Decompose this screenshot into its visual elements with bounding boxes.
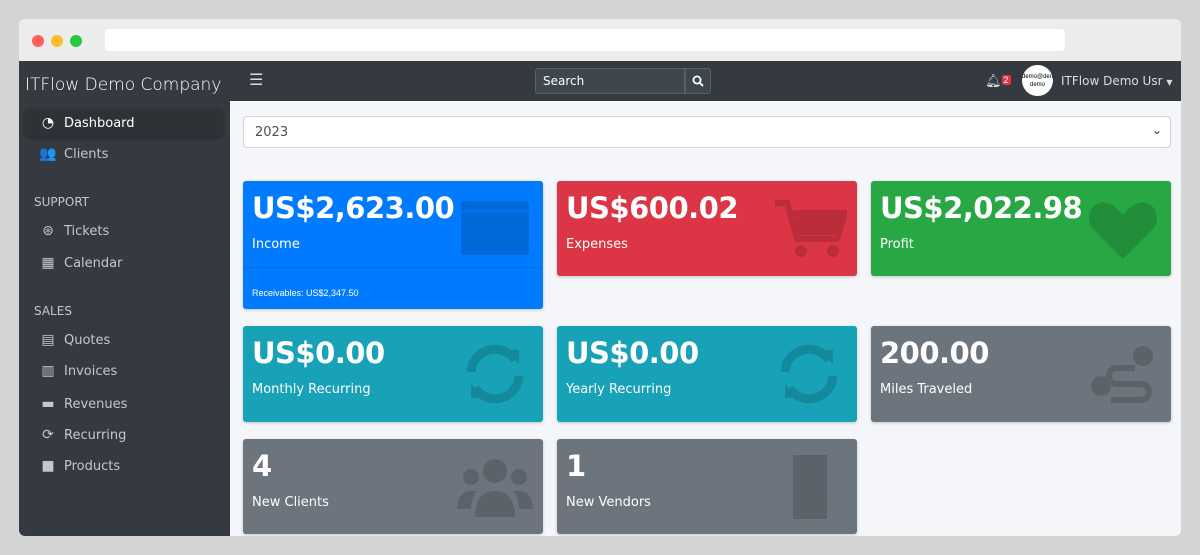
year-select[interactable]: 2023 ⌄ — [243, 116, 1171, 148]
stat-value: US$2,623.00 — [252, 191, 455, 225]
sync-icon — [466, 344, 524, 404]
hamburger-menu-icon[interactable]: ☰ — [249, 72, 264, 89]
sidebar-item-label: Quotes — [64, 332, 111, 348]
stat-card-new-clients[interactable]: 4 New Clients — [243, 439, 543, 534]
stat-label: Profit — [880, 237, 914, 252]
user-name: ITFlow Demo Usr — [1061, 74, 1163, 88]
stat-value: US$0.00 — [252, 336, 385, 370]
invoice-icon: ▥ — [41, 363, 55, 379]
notification-badge: 2 — [1001, 75, 1011, 85]
browser-window: ITFlow Demo Company ◔ Dashboard 👥 Clients … — [19, 19, 1181, 536]
stat-label: Expenses — [566, 237, 628, 252]
sidebar-item-label: Invoices — [64, 363, 118, 379]
minimize-dot[interactable] — [51, 35, 63, 47]
sidebar-item-label: Dashboard — [64, 115, 135, 131]
sidebar-item-invoices[interactable]: ▥ Invoices — [25, 357, 223, 385]
stat-label: New Vendors — [566, 495, 651, 510]
heart-icon — [1088, 202, 1158, 259]
sync-icon: ⟳ — [42, 427, 54, 443]
sidebar-item-label: Clients — [64, 146, 109, 162]
sidebar-item-label: Tickets — [64, 223, 110, 239]
stat-value: 1 — [566, 449, 586, 483]
stat-value: 200.00 — [880, 336, 989, 370]
shopping-cart-icon — [775, 200, 847, 257]
stat-card-monthly-recurring[interactable]: US$0.00 Monthly Recurring — [243, 326, 543, 422]
notifications-button[interactable]: 🔔︎ 2 — [985, 73, 1011, 89]
stat-value: US$600.02 — [566, 191, 739, 225]
users-icon: 👥 — [39, 146, 57, 162]
sidebar-item-calendar[interactable]: ▦ Calendar — [25, 249, 223, 277]
top-navbar: ☰ Search 🔔︎2 demo@demo demo ITFlow Demo … — [230, 61, 1181, 101]
user-menu[interactable]: ITFlow Demo Usr ▼ — [1061, 74, 1173, 88]
sidebar-item-dashboard[interactable]: ◔ Dashboard — [25, 109, 223, 137]
avatar[interactable]: demo@demo demo — [1022, 65, 1053, 96]
sidebar-item-quotes[interactable]: ▤ Quotes — [25, 326, 223, 354]
box-icon: ■ — [41, 458, 55, 474]
dashboard-content: 2023 ⌄ US$2,623.00 Income Receivables: US… — [230, 101, 1181, 536]
stat-label: New Clients — [252, 495, 329, 510]
chevron-down-icon: ⌄ — [1151, 123, 1162, 137]
receivables-footer: Receivables: US$2,347.50 — [243, 267, 543, 298]
brand-link[interactable]: ITFlow Demo Company — [25, 75, 222, 95]
sidebar-item-label: Calendar — [64, 255, 123, 271]
stat-label: Miles Traveled — [880, 382, 973, 397]
file-icon: ▤ — [41, 332, 55, 348]
browser-chrome — [19, 19, 1181, 61]
sync-icon — [780, 344, 838, 404]
sidebar: ITFlow Demo Company ◔ Dashboard 👥 Clients … — [19, 61, 230, 536]
stat-card-yearly-recurring[interactable]: US$0.00 Yearly Recurring — [557, 326, 857, 422]
sidebar-item-label: Revenues — [64, 396, 128, 412]
stat-label: Yearly Recurring — [566, 382, 672, 397]
sidebar-item-label: Products — [64, 458, 121, 474]
stat-value: US$0.00 — [566, 336, 699, 370]
calendar-icon: ▦ — [41, 255, 55, 271]
year-select-value: 2023 — [255, 125, 289, 140]
sidebar-item-products[interactable]: ■ Products — [25, 452, 223, 480]
stat-card-new-vendors[interactable]: 1 New Vendors — [557, 439, 857, 534]
sidebar-item-revenues[interactable]: ▬ Revenues — [25, 390, 223, 418]
close-dot[interactable] — [32, 35, 44, 47]
stat-card-miles-traveled[interactable]: 200.00 Miles Traveled — [871, 326, 1171, 422]
building-icon — [793, 455, 827, 519]
stat-value: US$2,022.98 — [880, 191, 1083, 225]
users-icon — [457, 459, 533, 517]
route-icon — [1091, 346, 1153, 403]
tachometer-icon: ◔ — [41, 115, 55, 131]
search-icon — [692, 75, 704, 87]
search-input[interactable]: Search — [535, 68, 685, 94]
address-bar[interactable] — [105, 29, 1065, 51]
bell-icon: 🔔︎ — [985, 73, 1002, 88]
section-header-sales: SALES — [34, 304, 72, 318]
caret-down-icon: ▼ — [1166, 78, 1173, 87]
section-header-support: SUPPORT — [34, 195, 90, 209]
stat-card-income[interactable]: US$2,623.00 Income Receivables: US$2,347… — [243, 181, 543, 309]
search-button[interactable] — [685, 68, 711, 94]
stat-label: Income — [252, 237, 300, 252]
sidebar-item-recurring[interactable]: ⟳ Recurring — [25, 421, 223, 449]
sidebar-item-clients[interactable]: 👥 Clients — [25, 140, 223, 168]
stat-value: 4 — [252, 449, 272, 483]
sidebar-item-tickets[interactable]: ⊛ Tickets — [25, 217, 223, 245]
maximize-dot[interactable] — [70, 35, 82, 47]
stat-card-expenses[interactable]: US$600.02 Expenses — [557, 181, 857, 276]
sidebar-item-label: Recurring — [64, 427, 127, 443]
credit-card-icon — [461, 201, 529, 255]
stat-label: Monthly Recurring — [252, 382, 371, 397]
credit-card-icon: ▬ — [41, 396, 55, 412]
life-ring-icon: ⊛ — [42, 223, 54, 239]
search-placeholder: Search — [543, 74, 585, 88]
stat-card-profit[interactable]: US$2,022.98 Profit — [871, 181, 1171, 276]
